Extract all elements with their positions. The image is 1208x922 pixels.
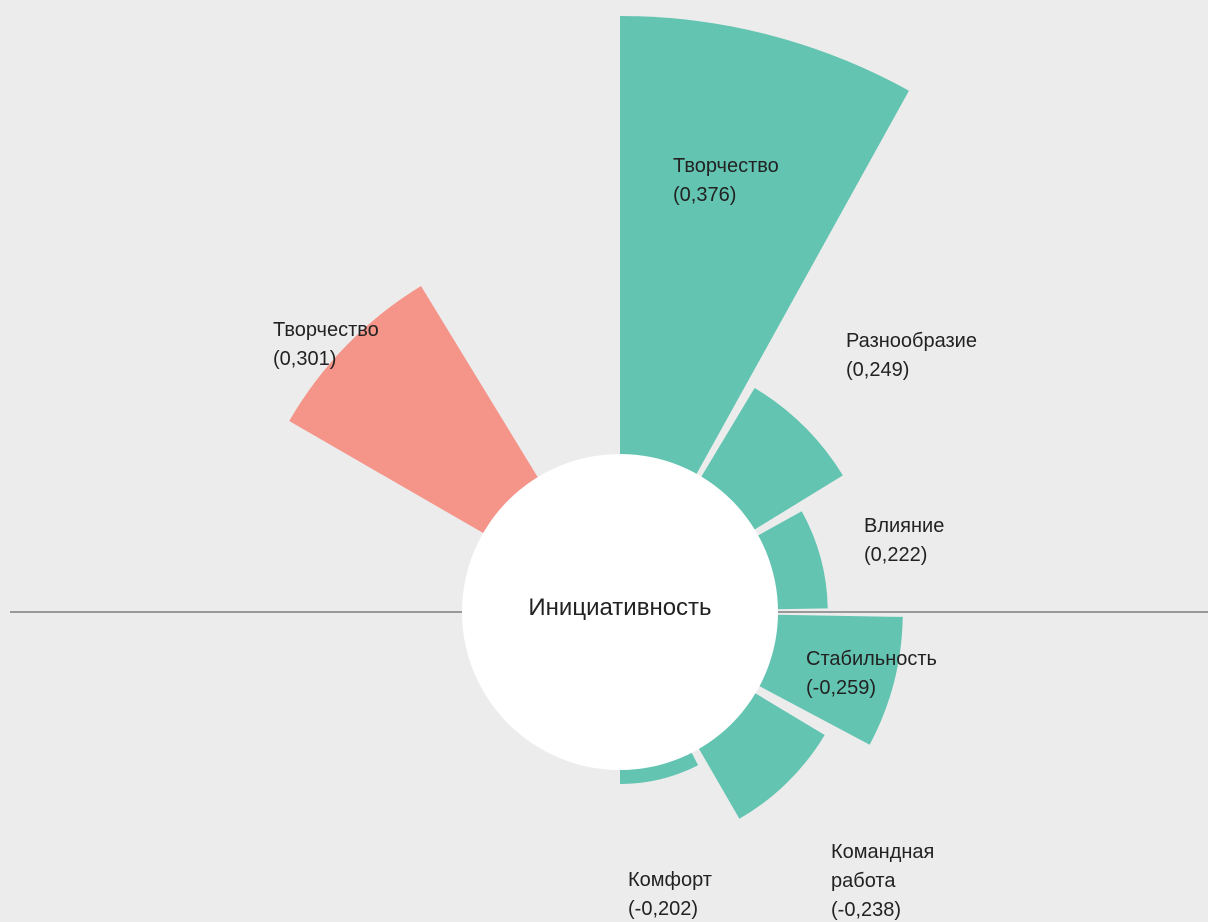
label: Командная работа (-0,238) bbox=[831, 838, 961, 922]
value-label: (0,249) bbox=[846, 359, 910, 381]
value-label: (0,376) bbox=[673, 184, 737, 206]
label: Творчество (0,301) bbox=[273, 316, 413, 374]
value-label: (-0,202) bbox=[628, 898, 699, 920]
center-circle bbox=[462, 454, 778, 770]
category-label: Разнообразие bbox=[846, 330, 977, 352]
sector bbox=[620, 16, 909, 530]
center-label: Инициативность bbox=[528, 594, 712, 621]
sector bbox=[289, 285, 571, 565]
value-label: (-0,238) bbox=[831, 899, 902, 921]
category-label: Творчество bbox=[273, 319, 379, 341]
category-label: Творчество bbox=[673, 155, 779, 177]
category-label: Комфорт bbox=[628, 869, 712, 891]
category-label: Командная работа bbox=[831, 841, 935, 892]
label: Комфорт (-0,202) bbox=[628, 866, 758, 922]
value-label: (-0,259) bbox=[806, 677, 877, 699]
label: Творчество (0,376) bbox=[673, 152, 813, 210]
value-label: (0,301) bbox=[273, 348, 337, 370]
category-label: Влияние bbox=[864, 515, 945, 537]
label: Стабильность (-0,259) bbox=[806, 645, 986, 703]
label: Влияние (0,222) bbox=[864, 512, 1004, 570]
value-label: (0,222) bbox=[864, 544, 928, 566]
category-label: Стабильность bbox=[806, 648, 937, 670]
label: Разнообразие (0,249) bbox=[846, 327, 1026, 385]
